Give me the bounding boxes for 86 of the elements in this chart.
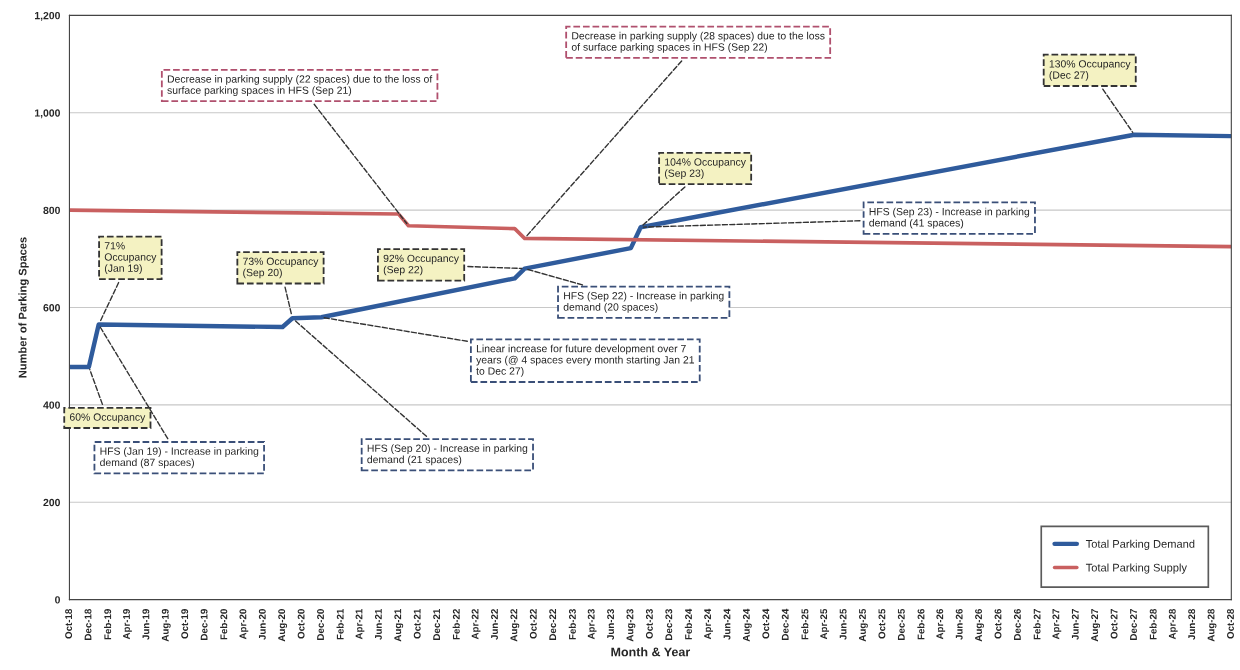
x-tick-label: Dec-26 [1013, 609, 1021, 640]
x-tick-label: Feb-27 [1033, 609, 1041, 640]
x-tick-label: Oct-25 [878, 608, 886, 639]
x-tick-label: Jun-25 [839, 608, 847, 640]
x-tick-label: Jun-26 [955, 609, 963, 640]
annotation: HFS (Jan 19) - Increase in parking demand (87 spaces) [100, 447, 259, 469]
line-series [69, 208, 1232, 249]
annotation: 71% Occupancy (Jan 19) [104, 242, 157, 274]
x-tick-label: Oct-28 [1227, 608, 1234, 639]
y-axis-title: Number of Parking Spaces [18, 237, 29, 378]
x-tick-label: Oct-21 [413, 608, 421, 639]
annotation: Decrease in parking supply (28 spaces) due to the loss of surface parking spaces in HFS (Sep 22) [571, 31, 825, 53]
x-tick-label: Apr-21 [355, 608, 365, 640]
x-tick-label: Aug-28 [1207, 608, 1217, 642]
x-tick-label: Oct-26 [994, 609, 1002, 639]
x-tick-label: Jun-21 [374, 608, 382, 640]
x-tick-label: Aug-22 [510, 609, 520, 642]
x-tick-label: Aug-20 [278, 609, 288, 642]
x-tick-label: Aug-25 [859, 608, 868, 642]
x-tick-label: Feb-26 [917, 609, 925, 640]
x-tick-label: Dec-27 [1130, 609, 1137, 640]
x-tick-label: Aug-21 [394, 608, 404, 642]
x-tick-label: Apr-25 [820, 608, 830, 640]
annotation: 92% Occupancy (Sep 22) [383, 254, 459, 276]
x-tick-label: Jun-27 [1071, 609, 1079, 640]
x-tick-label: Apr-19 [123, 609, 132, 640]
annotation: 104% Occupancy (Sep 23) [664, 158, 746, 179]
y-tick-label: 400 [43, 401, 60, 409]
x-tick-label: Dec-24 [781, 608, 789, 640]
x-tick-label: Apr-24 [704, 608, 713, 640]
y-tick-label: 1,200 [35, 11, 60, 21]
x-tick-label: Apr-23 [587, 609, 597, 640]
x-tick-label: Oct-27 [1110, 609, 1118, 639]
x-tick-label: Feb-25 [801, 608, 809, 640]
x-tick-label: Oct-22 [529, 609, 537, 639]
y-tick-label: 1,000 [35, 109, 60, 119]
legend-label: Total Parking Supply [1085, 563, 1187, 574]
x-axis-title: Month & Year [611, 647, 691, 657]
x-tick-label: Aug-27 [1091, 609, 1101, 642]
x-tick-label: Apr-28 [1168, 608, 1178, 640]
annotation: Linear increase for future development over 7 years (@ 4 spaces every month starting Jan 21 to Dec 27) [476, 344, 695, 377]
legend-label: Total Parking Demand [1085, 539, 1195, 551]
x-tick-label: Feb-23 [568, 609, 576, 640]
x-tick-label: Dec-25 [897, 608, 905, 640]
x-tick-label: Dec-20 [317, 609, 324, 640]
x-tick-label: Feb-20 [220, 609, 228, 640]
annotation: HFS (Sep 20) - Increase in parking demand (21 spaces) [367, 444, 528, 466]
x-tick-label: Aug-23 [626, 609, 636, 642]
x-tick-label: Jun-19 [142, 609, 150, 640]
x-tick-label: Jun-24 [723, 608, 731, 640]
annotation: 73% Occupancy (Sep 20) [243, 257, 319, 279]
x-tick-label: Apr-27 [1052, 609, 1062, 640]
x-tick-label: Dec-18 [84, 608, 92, 640]
x-tick-label: Feb-28 [1149, 608, 1157, 640]
x-tick-label: Apr-26 [936, 609, 946, 640]
x-tick-label: Dec-19 [200, 609, 208, 640]
x-tick-label: Dec-23 [665, 609, 673, 640]
x-tick-label: Jun-20 [258, 609, 266, 640]
y-tick-label: 800 [43, 206, 60, 215]
x-tick-label: Oct-23 [645, 609, 653, 639]
x-tick-label: Oct-20 [297, 609, 305, 639]
y-tick-label: 0 [55, 596, 60, 604]
annotation: 130% Occupancy (Dec 27) [1049, 60, 1131, 81]
x-tick-label: Oct-19 [181, 609, 189, 639]
x-tick-label: Feb-19 [104, 609, 112, 640]
x-tick-label: Dec-21 [433, 608, 441, 640]
x-tick-label: Feb-21 [336, 608, 344, 640]
x-tick-label: Apr-20 [239, 609, 249, 640]
y-tick-label: 600 [43, 304, 60, 312]
x-tick-label: Oct-18 [65, 608, 73, 639]
annotation: HFS (Sep 23) - Increase in parking demand (41 spaces) [869, 207, 1030, 229]
x-tick-label: Feb-24 [684, 608, 692, 640]
x-tick-label: Jun-28 [1188, 608, 1196, 640]
x-tick-label: Aug-24 [742, 608, 752, 642]
annotation: Decrease in parking supply (22 spaces) due to the loss of surface parking spaces in HFS (Sep 21) [167, 75, 433, 96]
x-tick-label: Aug-19 [161, 609, 171, 642]
x-tick-label: Jun-22 [491, 609, 498, 640]
x-tick-label: Jun-23 [607, 609, 615, 640]
y-tick-label: 200 [43, 498, 60, 507]
x-tick-label: Oct-24 [762, 608, 770, 639]
x-tick-label: Feb-22 [452, 609, 460, 640]
annotation: 60% Occupancy [69, 413, 146, 423]
annotation: HFS (Sep 22) - Increase in parking demand (20 spaces) [563, 291, 724, 313]
x-tick-label: Apr-22 [471, 609, 481, 640]
x-tick-label: Dec-22 [549, 609, 557, 640]
x-tick-label: Aug-26 [975, 609, 984, 642]
